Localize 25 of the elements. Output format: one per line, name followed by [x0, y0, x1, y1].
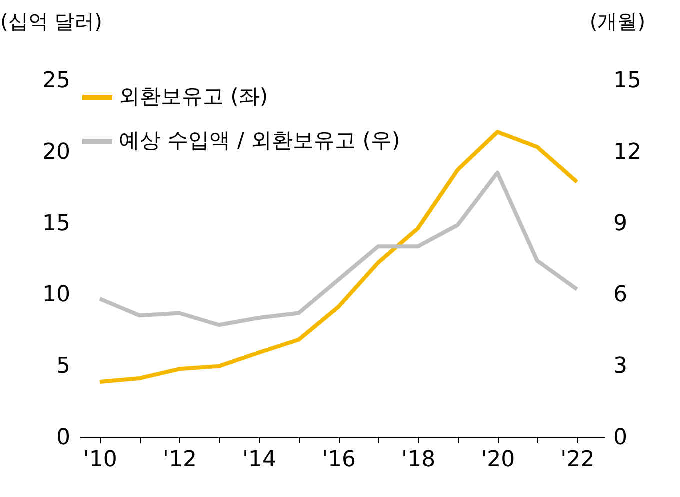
- y-tick-label: 20: [42, 140, 70, 165]
- x-tick-label: '16: [322, 448, 356, 472]
- legend-label: 예상 수입액 / 외환보유고 (우): [119, 128, 400, 152]
- legend-label: 외환보유고 (좌): [119, 84, 268, 108]
- x-tick-label: '10: [83, 448, 118, 472]
- x-tick-label: '12: [162, 448, 197, 472]
- y2-tick-label: 3: [614, 354, 628, 380]
- y-axis-title: (십억 달러): [0, 10, 102, 34]
- y-tick-label: 10: [42, 282, 70, 308]
- y-tick-label: 25: [42, 68, 70, 94]
- y2-tick-label: 0: [614, 426, 628, 450]
- x-tick-label: '22: [560, 448, 595, 472]
- x-tick-label: '18: [402, 448, 436, 472]
- y-tick-label: 15: [42, 211, 70, 236]
- x-tick-label: '20: [481, 448, 516, 472]
- y2-tick-label: 6: [614, 282, 628, 308]
- line-series: [98, 130, 580, 384]
- y2-axis-title: (개월): [590, 10, 646, 34]
- x-tick-label: '14: [242, 448, 276, 472]
- y2-tick-label: 15: [614, 68, 642, 94]
- line-series: [98, 170, 580, 328]
- y2-tick-label: 12: [614, 140, 642, 165]
- y-tick-label: 5: [56, 354, 70, 380]
- y2-tick-label: 9: [614, 211, 628, 236]
- y-tick-label: 0: [56, 426, 70, 450]
